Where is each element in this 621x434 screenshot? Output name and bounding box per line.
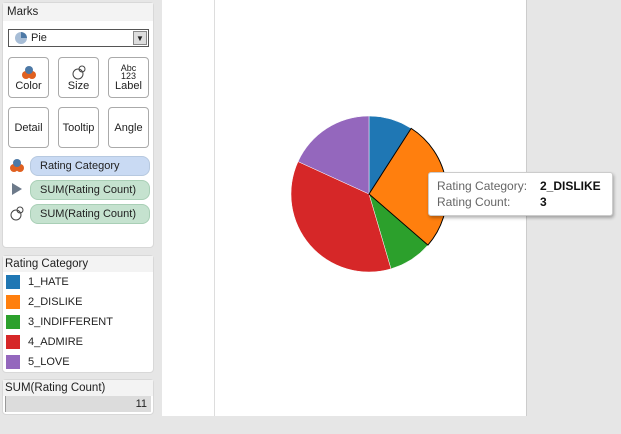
detail-label: Detail [14,121,43,134]
legend-swatch [6,295,20,309]
angle-label: Angle [114,121,143,134]
size-legend: SUM(Rating Count) 11 [2,379,154,415]
marks-card: Marks Pie ▼ Color Size Abc 123 Label Det… [2,2,154,248]
pill-sum-rating-count-size[interactable]: SUM(Rating Count) [30,204,150,224]
legend-item[interactable]: 3_INDIFFERENT [3,312,153,332]
mark-type-dropdown[interactable]: Pie ▼ [8,29,149,47]
size-legend-title: SUM(Rating Count) [3,380,153,396]
legend-swatch [6,355,20,369]
label-icon: Abc 123 [120,62,137,81]
size-button[interactable]: Size [58,57,99,98]
legend-item[interactable]: 2_DISLIKE [3,292,153,312]
color-icon [10,159,24,172]
color-label: Color [15,79,42,92]
tooltip-key-category: Rating Category: [437,179,528,193]
color-button[interactable]: Color [8,57,49,98]
tooltip-key-count: Rating Count: [437,195,511,209]
legend-swatch [6,335,20,349]
angle-icon [12,183,22,195]
legend-item[interactable]: 1_HATE [3,272,153,292]
size-icon [72,65,85,79]
tooltip-value-count: 3 [540,195,547,209]
tooltip-value-category: 2_DISLIKE [540,179,601,193]
legend-label: 2_DISLIKE [28,296,83,308]
angle-button[interactable]: Angle [108,107,149,148]
tooltip-label: Tooltip [62,121,95,134]
legend-title: Rating Category [3,256,153,272]
legend-label: 1_HATE [28,276,69,288]
tooltip-button[interactable]: Tooltip [58,107,99,148]
marks-title: Marks [3,3,153,21]
size-icon [10,206,24,221]
size-legend-bar: 11 [5,396,151,412]
pill-rating-category[interactable]: Rating Category [30,156,150,176]
legend-label: 3_INDIFFERENT [28,316,113,328]
legend-swatch [6,275,20,289]
chevron-down-icon[interactable]: ▼ [133,31,147,45]
color-icon [21,65,36,79]
pie-chart[interactable] [162,0,526,416]
tooltip: Rating Category: 2_DISLIKE Rating Count: 3 [428,172,613,216]
pill-sum-rating-count-angle[interactable]: SUM(Rating Count) [30,180,150,200]
pie-icon [15,32,27,44]
label-button[interactable]: Abc 123 Label [108,57,149,98]
legend-label: 5_LOVE [28,356,70,368]
legend-label: 4_ADMIRE [28,336,84,348]
size-label: Size [67,79,90,92]
legend-swatch [6,315,20,329]
pie-slice-4-admire[interactable] [290,161,392,273]
pie-slice-5-love[interactable] [297,115,370,195]
legend-item[interactable]: 5_LOVE [3,352,153,372]
mark-type-value: Pie [31,32,47,44]
detail-button[interactable]: Detail [8,107,49,148]
color-legend: Rating Category 1_HATE 2_DISLIKE 3_INDIFFE… [2,255,154,373]
legend-item[interactable]: 4_ADMIRE [3,332,153,352]
label-label: Label [115,79,142,92]
divider [214,0,215,416]
